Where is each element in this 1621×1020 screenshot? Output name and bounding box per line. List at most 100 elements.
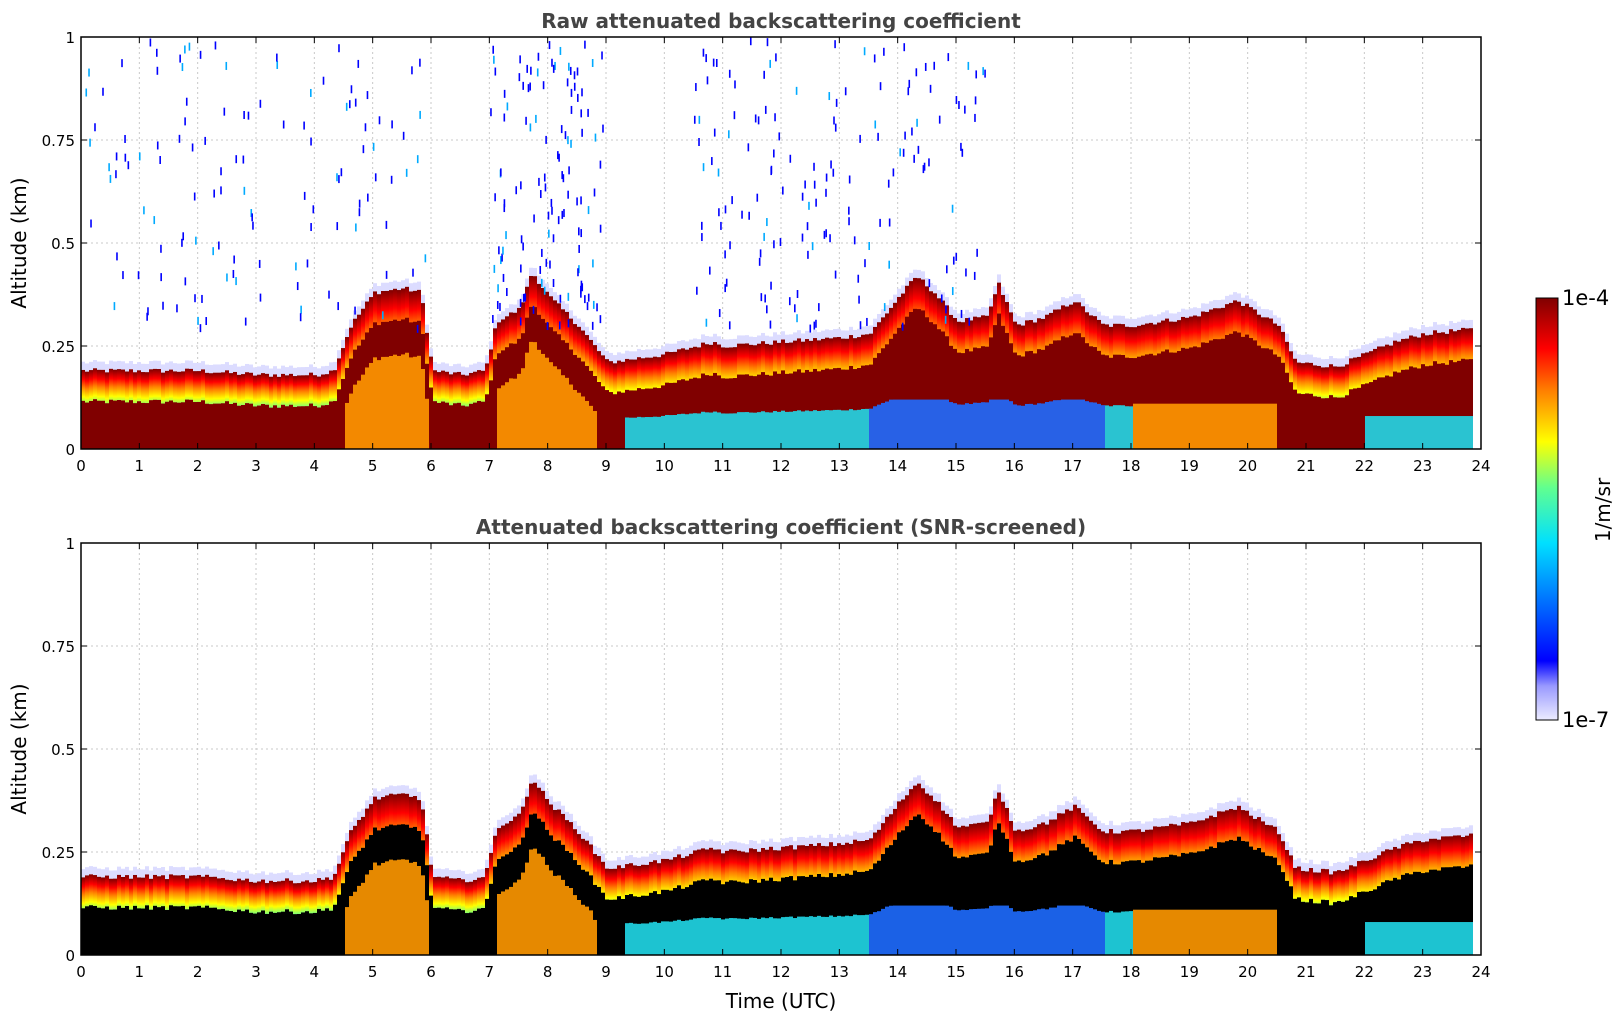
heatmap-column <box>1093 816 1097 955</box>
heatmap-column <box>1053 811 1057 955</box>
heatmap-column <box>1149 314 1153 449</box>
heatmap-column <box>305 872 309 955</box>
x-tick-label: 17 <box>1063 457 1082 475</box>
heatmap-column <box>833 329 837 449</box>
heatmap-column <box>357 811 361 955</box>
heatmap-column <box>421 294 425 449</box>
heatmap-column <box>97 361 101 449</box>
heatmap-column <box>861 326 865 449</box>
heatmap-column <box>925 278 929 449</box>
heatmap-column <box>197 866 201 955</box>
heatmap-column <box>573 820 577 955</box>
noise-speck <box>357 59 360 68</box>
heatmap-column <box>509 812 513 955</box>
noise-speck <box>883 303 886 312</box>
heatmap-column <box>337 350 341 449</box>
noise-speck <box>591 59 594 68</box>
heatmap-column <box>113 870 117 955</box>
heatmap-column <box>621 859 625 955</box>
heatmap-column <box>1117 825 1121 955</box>
noise-speck <box>525 116 527 125</box>
noise-speck <box>501 253 503 262</box>
heatmap-column <box>729 841 733 955</box>
heatmap-column <box>461 366 465 449</box>
noise-speck <box>899 148 901 157</box>
heatmap-column <box>85 363 89 449</box>
noise-speck <box>122 271 124 280</box>
heatmap-column <box>1341 862 1345 955</box>
heatmap-column <box>993 285 997 449</box>
heatmap-column <box>997 784 1001 955</box>
heatmap-column <box>1457 827 1461 955</box>
heatmap-column <box>849 835 853 955</box>
noise-speck <box>178 134 181 143</box>
noise-speck <box>562 174 565 183</box>
heatmap-column <box>1005 293 1009 449</box>
noise-speck <box>587 293 590 302</box>
heatmap-column <box>545 790 549 955</box>
heatmap-column <box>557 801 561 955</box>
heatmap-column <box>213 364 217 449</box>
noise-speck <box>569 66 572 75</box>
heatmap-column <box>869 325 873 449</box>
heatmap-column <box>629 854 633 955</box>
heatmap-column <box>153 360 157 449</box>
heatmap-column <box>1309 859 1313 955</box>
heatmap-column <box>637 348 641 449</box>
noise-speck <box>879 82 882 91</box>
noise-speck <box>594 133 597 142</box>
heatmap-column <box>1129 821 1133 955</box>
noise-speck <box>591 321 594 330</box>
heatmap-column <box>1245 295 1249 449</box>
heatmap-column <box>525 788 529 955</box>
noise-speck <box>728 69 731 78</box>
heatmap-column <box>281 365 285 449</box>
noise-speck <box>235 155 238 164</box>
heatmap-column <box>737 335 741 449</box>
heatmap-column <box>169 866 173 955</box>
heatmap-column <box>461 871 465 955</box>
noise-speck <box>951 287 954 296</box>
noise-speck <box>115 170 117 179</box>
heatmap-column <box>469 364 473 449</box>
panel-screened-x-ticks: 0 1 2 3 4 5 6 7 8 9 10 11 12 13 14 15 16 17 18 19 20 21 22 23 24 <box>76 543 1491 981</box>
heatmap-column <box>497 819 501 955</box>
noise-speck <box>734 80 736 89</box>
heatmap-column <box>617 352 621 449</box>
heatmap-column <box>653 348 657 449</box>
heatmap-column <box>625 855 629 955</box>
heatmap-column <box>177 363 181 449</box>
y-tick-label: 0 <box>65 441 75 459</box>
heatmap-column <box>1109 318 1113 449</box>
heatmap-column <box>725 339 729 449</box>
heatmap-column <box>261 871 265 955</box>
heatmap-column <box>441 362 445 449</box>
noise-speck <box>813 321 816 330</box>
heatmap-column <box>517 805 521 955</box>
noise-speck <box>782 186 784 195</box>
noise-speck <box>702 163 705 172</box>
heatmap-column <box>1301 862 1305 955</box>
heatmap-column <box>789 836 793 955</box>
heatmap-column <box>1417 329 1421 449</box>
heatmap-column <box>1353 858 1357 955</box>
heatmap-column <box>1437 831 1441 955</box>
x-tick-label: 17 <box>1063 963 1082 981</box>
x-tick-label: 10 <box>655 457 674 475</box>
heatmap-column <box>709 839 713 955</box>
heatmap-column <box>489 844 493 955</box>
panel-raw-x-ticks: 0 1 2 3 4 5 6 7 8 9 10 11 12 13 14 15 16 17 18 19 20 21 22 23 24 <box>76 37 1491 475</box>
heatmap-column <box>793 332 797 449</box>
heatmap-column <box>413 787 417 955</box>
noise-speck <box>226 273 228 282</box>
heatmap-column <box>145 866 149 955</box>
heatmap-column <box>205 364 209 449</box>
noise-speck <box>557 216 560 225</box>
heatmap-column <box>765 335 769 449</box>
heatmap-column <box>1237 797 1241 955</box>
x-tick-label: 2 <box>193 963 203 981</box>
noise-speck <box>593 188 596 197</box>
heatmap-column <box>1117 315 1121 449</box>
heatmap-column <box>1029 311 1033 449</box>
noise-speck <box>520 235 523 244</box>
